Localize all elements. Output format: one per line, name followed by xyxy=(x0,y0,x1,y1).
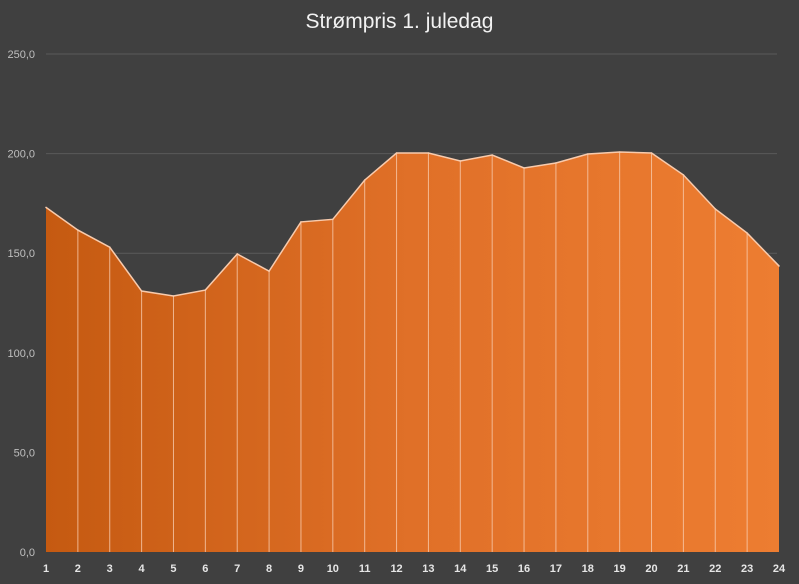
data-point xyxy=(682,174,685,176)
data-point xyxy=(268,270,270,272)
x-tick-label: 5 xyxy=(170,563,176,575)
series-line xyxy=(45,151,780,297)
data-point xyxy=(140,290,143,292)
x-tick-label: 8 xyxy=(266,563,272,575)
data-point xyxy=(363,179,366,181)
x-tick-label: 13 xyxy=(422,563,434,575)
data-point xyxy=(77,229,79,231)
y-tick-label: 150,0 xyxy=(7,248,35,260)
x-tick-label: 17 xyxy=(550,563,562,575)
data-point xyxy=(108,246,111,249)
data-point xyxy=(586,153,589,155)
y-tick-label: 50,0 xyxy=(14,447,35,459)
x-tick-label: 4 xyxy=(139,563,146,575)
x-tick-label: 7 xyxy=(234,563,240,575)
x-tick-label: 18 xyxy=(582,563,594,575)
data-point xyxy=(395,152,398,154)
x-tick-label: 19 xyxy=(614,563,626,575)
data-point xyxy=(300,221,302,223)
y-tick-label: 250,0 xyxy=(7,49,35,61)
x-tick-label: 16 xyxy=(518,563,530,575)
x-tick-label: 12 xyxy=(390,563,402,575)
x-tick-label: 14 xyxy=(454,563,467,575)
data-point xyxy=(204,289,207,291)
x-tick-label: 10 xyxy=(327,563,339,575)
x-tick-label: 15 xyxy=(486,563,498,575)
data-point xyxy=(523,167,525,169)
data-point xyxy=(172,295,175,297)
data-point xyxy=(236,253,239,255)
y-tick-label: 200,0 xyxy=(7,149,35,161)
x-tick-label: 11 xyxy=(359,563,371,575)
data-point xyxy=(332,218,334,221)
x-tick-label: 1 xyxy=(43,563,49,575)
y-tick-label: 100,0 xyxy=(7,348,35,360)
x-tick-label: 24 xyxy=(773,563,786,575)
chart-title: Strømpris 1. juledag xyxy=(305,10,494,33)
x-tick-label: 2 xyxy=(75,563,81,575)
x-tick-label: 22 xyxy=(709,563,721,575)
data-point xyxy=(778,265,780,267)
data-point xyxy=(650,152,653,154)
data-point xyxy=(746,232,748,234)
x-tick-label: 9 xyxy=(298,563,304,575)
data-point xyxy=(555,162,557,164)
data-point xyxy=(714,208,717,210)
x-tick-label: 3 xyxy=(107,563,113,575)
x-tick-label: 23 xyxy=(741,563,753,575)
x-tick-label: 20 xyxy=(645,563,657,575)
data-point xyxy=(45,206,47,209)
data-point xyxy=(427,152,430,154)
data-point xyxy=(459,160,462,162)
x-tick-label: 6 xyxy=(202,563,208,575)
x-tick-label: 21 xyxy=(677,563,689,575)
y-tick-label: 0,0 xyxy=(20,547,35,559)
data-point xyxy=(618,151,621,153)
data-point xyxy=(491,154,493,156)
area-series xyxy=(46,152,779,552)
